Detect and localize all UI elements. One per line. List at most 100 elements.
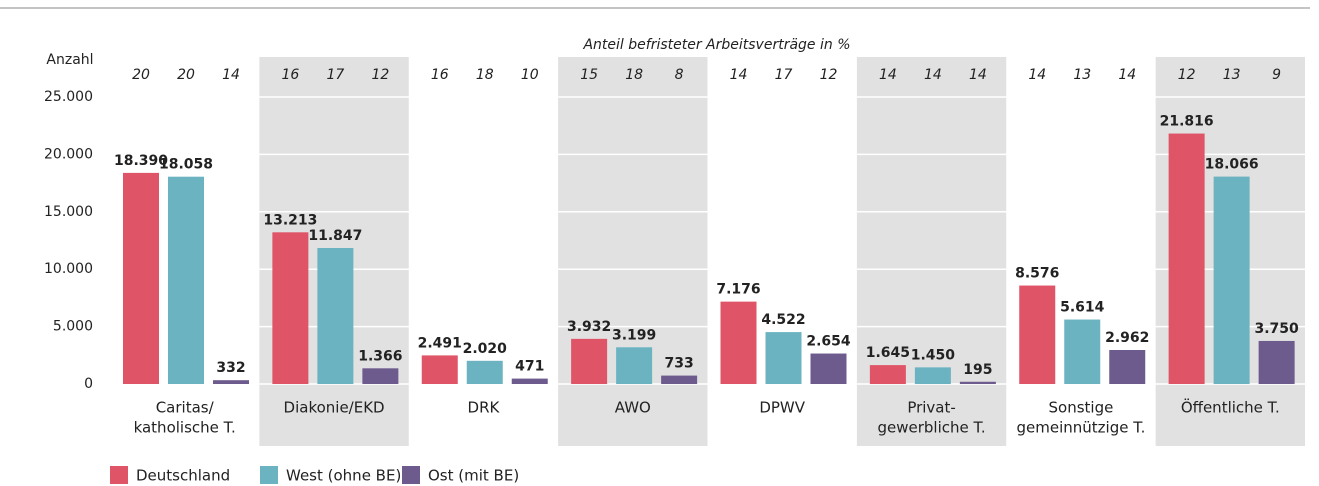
- bar: [511, 378, 548, 384]
- y-tick-label: 10.000: [44, 261, 93, 277]
- bar: [1064, 319, 1101, 384]
- value-label: 13.213: [263, 212, 317, 228]
- legend-swatch: [402, 466, 420, 484]
- share-label: 20: [177, 67, 195, 83]
- share-label: 18: [625, 67, 643, 83]
- bar: [810, 353, 847, 384]
- x-tick-label: Sonstige: [1049, 399, 1114, 417]
- value-label: 2.020: [463, 341, 508, 357]
- legend-swatch: [260, 466, 278, 484]
- x-tick-label: gemeinnützige T.: [1017, 419, 1146, 437]
- value-label: 2.491: [418, 335, 462, 351]
- bar: [959, 381, 996, 384]
- share-label: 14: [222, 67, 240, 83]
- value-label: 21.816: [1160, 114, 1214, 130]
- share-label: 12: [371, 67, 389, 83]
- share-label: 14: [1028, 67, 1046, 83]
- share-label: 13: [1223, 67, 1241, 83]
- share-label: 14: [879, 67, 897, 83]
- value-label: 471: [515, 359, 544, 375]
- bar: [272, 232, 309, 384]
- bar: [720, 301, 757, 384]
- x-tick-label: Diakonie/EKD: [284, 399, 385, 417]
- bar: [213, 380, 249, 384]
- share-label: 15: [580, 67, 598, 83]
- y-tick-label: 25.000: [44, 89, 93, 105]
- y-tick-label: 15.000: [44, 204, 93, 220]
- value-label: 3.932: [567, 319, 611, 335]
- bar: [1213, 176, 1250, 384]
- y-tick-label: 5.000: [53, 319, 93, 335]
- share-label: 16: [281, 67, 299, 83]
- y-tick-label: 0: [84, 376, 93, 392]
- x-tick-label: Caritas/: [156, 399, 215, 417]
- bar: [1019, 285, 1056, 384]
- share-label: 14: [1118, 67, 1136, 83]
- share-label: 14: [969, 67, 987, 83]
- share-label: 12: [1178, 67, 1196, 83]
- share-label: 17: [775, 67, 793, 83]
- value-label: 18.058: [159, 157, 213, 173]
- legend-label: Deutschland: [136, 467, 230, 485]
- bar: [869, 365, 906, 384]
- value-label: 5.614: [1060, 300, 1105, 316]
- y-axis-label: Anzahl: [46, 52, 93, 68]
- bar: [362, 368, 399, 384]
- legend-label: Ost (mit BE): [428, 467, 519, 485]
- bar: [1109, 349, 1146, 384]
- bar: [1258, 340, 1295, 384]
- value-label: 18.066: [1205, 157, 1259, 173]
- y-tick-label: 20.000: [44, 146, 93, 162]
- share-label: 9: [1272, 67, 1281, 83]
- band-shading: [856, 57, 1007, 446]
- bar: [616, 347, 653, 384]
- value-label: 2.654: [806, 334, 851, 350]
- share-label: 10: [521, 67, 539, 83]
- value-label: 1.366: [358, 348, 402, 364]
- value-label: 3.750: [1254, 321, 1299, 337]
- share-label: 8: [675, 67, 684, 83]
- bar: [914, 367, 951, 384]
- x-tick-label: AWO: [615, 399, 651, 417]
- value-label: 11.847: [308, 228, 362, 244]
- share-label: 20: [132, 67, 150, 83]
- share-label: 13: [1073, 67, 1091, 83]
- x-tick-label: katholische T.: [134, 419, 236, 437]
- x-tick-label: DPWV: [759, 399, 805, 417]
- x-tick-label: gewerbliche T.: [877, 419, 985, 437]
- band-shading: [558, 57, 708, 446]
- bar: [168, 176, 204, 384]
- share-label: 14: [730, 67, 748, 83]
- legend-swatch: [110, 466, 128, 484]
- x-tick-label: Privat-: [907, 399, 955, 417]
- share-label: 14: [924, 67, 942, 83]
- bar: [123, 172, 159, 384]
- bar: [765, 332, 802, 384]
- value-label: 3.199: [612, 327, 656, 343]
- bar: [421, 355, 458, 384]
- value-label: 18.390: [114, 153, 168, 169]
- bar: [571, 338, 608, 384]
- value-label: 1.645: [866, 345, 910, 361]
- value-label: 332: [216, 360, 245, 376]
- value-label: 195: [963, 362, 992, 378]
- bar: [317, 247, 354, 384]
- value-label: 4.522: [761, 312, 805, 328]
- share-label: 18: [476, 67, 494, 83]
- legend-label: West (ohne BE): [286, 467, 401, 485]
- value-label: 8.576: [1015, 266, 1059, 282]
- bar: [466, 360, 503, 384]
- bar: [1168, 133, 1205, 384]
- value-label: 7.176: [716, 282, 760, 298]
- share-label: 12: [820, 67, 838, 83]
- x-tick-label: DRK: [468, 399, 501, 417]
- bar: [661, 375, 698, 384]
- x-tick-label: Öffentliche T.: [1181, 398, 1280, 417]
- share-label: 16: [431, 67, 449, 83]
- value-label: 733: [665, 356, 694, 372]
- value-label: 2.962: [1105, 330, 1149, 346]
- share-label: 17: [326, 67, 344, 83]
- annotation: Anteil befristeter Arbeitsverträge in %: [582, 37, 850, 53]
- value-label: 1.450: [911, 347, 956, 363]
